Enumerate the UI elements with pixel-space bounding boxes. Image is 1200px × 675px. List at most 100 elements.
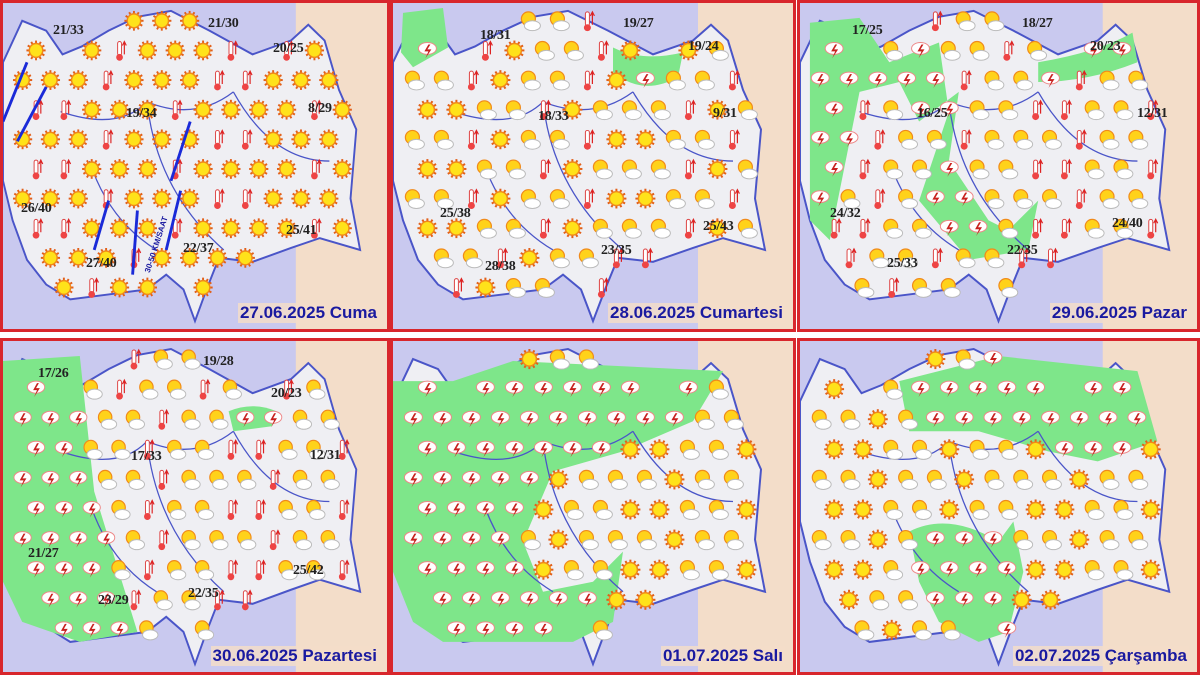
thunderstorm-icon (54, 621, 73, 638)
sun-icon (152, 70, 172, 90)
thunderstorm-icon (968, 561, 988, 578)
thunderstorm-icon (939, 380, 959, 398)
thermometer-icon (1060, 218, 1072, 239)
thunderstorm-icon (475, 440, 495, 458)
partly-cloudy-icon (854, 278, 875, 298)
partly-cloudy-icon (1041, 129, 1062, 150)
partly-cloudy-icon (854, 620, 875, 641)
thermometer-icon (539, 158, 551, 180)
sun-icon (68, 70, 88, 90)
thermometer-icon (1032, 99, 1044, 121)
partly-cloudy-icon (194, 439, 215, 460)
temperature-min-max: 20/23 (1090, 39, 1121, 54)
thermometer-icon (102, 129, 114, 150)
sun-icon (881, 619, 902, 640)
partly-cloudy-icon (181, 409, 201, 430)
thermometer-icon (960, 129, 972, 150)
thermometer-icon (467, 188, 479, 209)
sun-icon (417, 218, 438, 239)
thunderstorm-icon (490, 531, 510, 548)
partly-cloudy-icon (723, 529, 744, 551)
sun-icon (291, 129, 311, 150)
thunderstorm-icon (911, 42, 930, 59)
partly-cloudy-icon (563, 40, 584, 61)
partly-cloudy-icon (1128, 129, 1149, 150)
sun-icon (867, 469, 888, 490)
partly-cloudy-icon (166, 439, 187, 460)
thermometer-icon (859, 218, 871, 239)
thunderstorm-icon (26, 380, 46, 398)
thermometer-icon (641, 247, 653, 269)
forecast-date-label: 30.06.2025 Pazartesi (210, 646, 379, 666)
thunderstorm-icon (562, 440, 582, 458)
partly-cloudy-icon (1084, 100, 1105, 121)
thunderstorm-icon (403, 410, 423, 428)
partly-cloudy-icon (883, 159, 904, 180)
storm-zone (1038, 32, 1138, 83)
partly-cloudy-icon (549, 70, 570, 91)
partly-cloudy-icon (650, 100, 671, 121)
partly-cloudy-icon (1128, 469, 1149, 490)
partly-cloudy-icon (505, 218, 526, 239)
thunderstorm-icon (983, 410, 1003, 428)
partly-cloudy-icon (679, 560, 700, 581)
sun-icon (276, 99, 297, 120)
sun-icon (519, 349, 540, 370)
partly-cloudy-icon (476, 218, 497, 239)
partly-cloudy-icon (1084, 218, 1105, 239)
thunderstorm-icon (591, 440, 611, 458)
thunderstorm-icon (432, 470, 452, 488)
thunderstorm-icon (69, 410, 88, 428)
sun-icon (446, 99, 467, 120)
partly-cloudy-icon (292, 409, 313, 430)
weather-icons (404, 10, 758, 298)
temperature-min-max: 23/35 (601, 243, 632, 258)
wind-arrow (169, 121, 192, 182)
partly-cloudy-icon (578, 248, 599, 269)
thermometer-icon (1147, 99, 1159, 121)
thermometer-icon (102, 69, 114, 91)
partly-cloudy-icon (1128, 189, 1149, 209)
partly-cloudy-icon (984, 70, 1005, 91)
sun-icon (649, 439, 670, 460)
forecast-panel: 17/25 18/27 20/23 16/25 12/31 24/32 25/33 22/35… (797, 0, 1200, 332)
temperature-min-max: 8/29 (308, 101, 332, 116)
thermometer-icon (684, 218, 696, 239)
temperature-min-max: 23/29 (98, 593, 129, 608)
thunderstorm-icon (519, 470, 539, 488)
sun-icon (925, 349, 946, 370)
partly-cloudy-icon (621, 159, 642, 180)
sun-icon (1069, 529, 1090, 550)
thunderstorm-icon (839, 71, 859, 88)
sun-icon (137, 99, 157, 120)
thermometer-icon (728, 129, 740, 150)
partly-cloudy-icon (679, 439, 700, 460)
thunderstorm-icon (925, 410, 945, 428)
sun-icon (82, 40, 102, 61)
partly-cloudy-icon (679, 499, 700, 521)
turkey-map (393, 341, 793, 672)
thunderstorm-icon (824, 42, 844, 59)
sun-icon (824, 439, 845, 460)
thermometer-icon (214, 589, 225, 611)
thermometer-icon (144, 559, 155, 581)
partly-cloudy-icon (998, 439, 1019, 460)
thunderstorm-icon (475, 561, 495, 578)
sun-icon (304, 40, 325, 61)
sun-icon (40, 70, 61, 90)
sun-icon (137, 277, 157, 298)
temperature-min-max: 20/23 (271, 386, 302, 401)
sun-icon (221, 218, 241, 239)
thermometer-icon (1032, 218, 1044, 239)
sun-icon (221, 159, 241, 179)
thunderstorm-icon (925, 531, 945, 548)
partly-cloudy-icon (869, 248, 890, 269)
thunderstorm-icon (548, 410, 568, 428)
partly-cloudy-icon (650, 218, 671, 239)
forecast-date-label: 28.06.2025 Cumartesi (608, 303, 785, 323)
weather-icons (12, 10, 352, 298)
thunderstorm-icon (533, 380, 553, 398)
thunderstorm-icon (490, 410, 510, 428)
thunderstorm-icon (446, 440, 466, 458)
turkey-map (800, 3, 1197, 329)
